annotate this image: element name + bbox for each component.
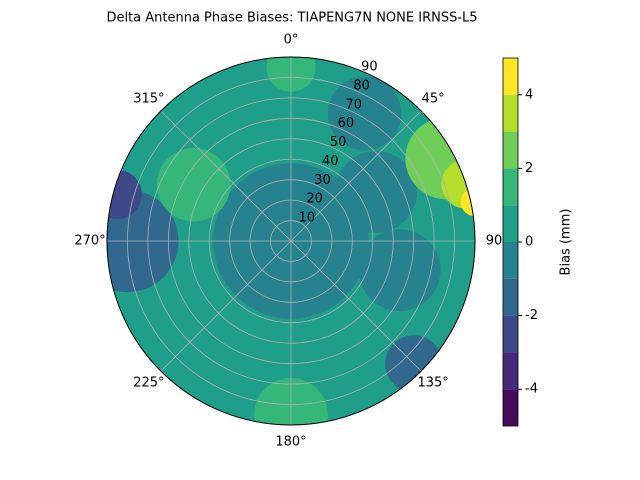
contour-patch [156, 147, 231, 222]
colorbar-tick-label: 0 [525, 235, 533, 250]
colorbar-tick-label: -4 [525, 382, 538, 397]
polar-axes: 1020304050607080900°45°90135°180°225°270… [74, 33, 538, 450]
colorbar-band [503, 58, 518, 95]
contour-patch [107, 169, 142, 219]
grid-spoke [290, 110, 422, 242]
theta-tick-label: 180° [275, 435, 306, 450]
theta-tick-label: 315° [133, 91, 164, 106]
contour-patch [335, 151, 417, 233]
r-tick-label: 30 [314, 173, 331, 188]
contour-patch [327, 76, 402, 151]
theta-tick-label: 90 [486, 234, 503, 249]
r-tick-label: 60 [338, 116, 355, 131]
r-tick-label: 50 [330, 135, 347, 150]
grid-spoke [160, 110, 292, 242]
theta-tick-label: 135° [417, 376, 448, 391]
colorbar-tick-label: 2 [525, 161, 533, 176]
r-tick-label: 10 [299, 211, 316, 226]
grid-spoke [290, 240, 422, 372]
colorbar-label: Bias (mm) [559, 209, 574, 276]
chart-title: Delta Antenna Phase Biases: TIAPENG7N NO… [106, 11, 477, 26]
r-tick-label: 70 [345, 97, 362, 112]
colorbar-band [503, 168, 518, 206]
colorbar-band [503, 94, 518, 132]
colorbar-band [503, 242, 518, 279]
r-tick-label: 80 [353, 78, 370, 93]
colorbar-band [503, 205, 518, 242]
colorbar-band [503, 389, 518, 426]
colorbar-band [503, 278, 518, 316]
theta-tick-label: 45° [422, 91, 445, 106]
colorbar-band [503, 352, 518, 390]
theta-tick-label: 270° [74, 234, 105, 249]
polar-frame [106, 56, 476, 426]
theta-tick-label: 0° [284, 33, 299, 48]
colorbar-tick-label: 4 [525, 87, 533, 102]
r-tick-label: 20 [306, 192, 323, 207]
r-tick-label: 90 [361, 60, 378, 75]
colorbar-tick-label: -2 [525, 308, 538, 323]
grid-spoke [160, 240, 292, 372]
theta-tick-label: 225° [133, 376, 164, 391]
contour-patch [358, 229, 441, 311]
contour-patch [460, 187, 475, 217]
colorbar-band [503, 131, 518, 169]
colorbar-band [503, 315, 518, 353]
r-tick-label: 40 [322, 154, 339, 169]
